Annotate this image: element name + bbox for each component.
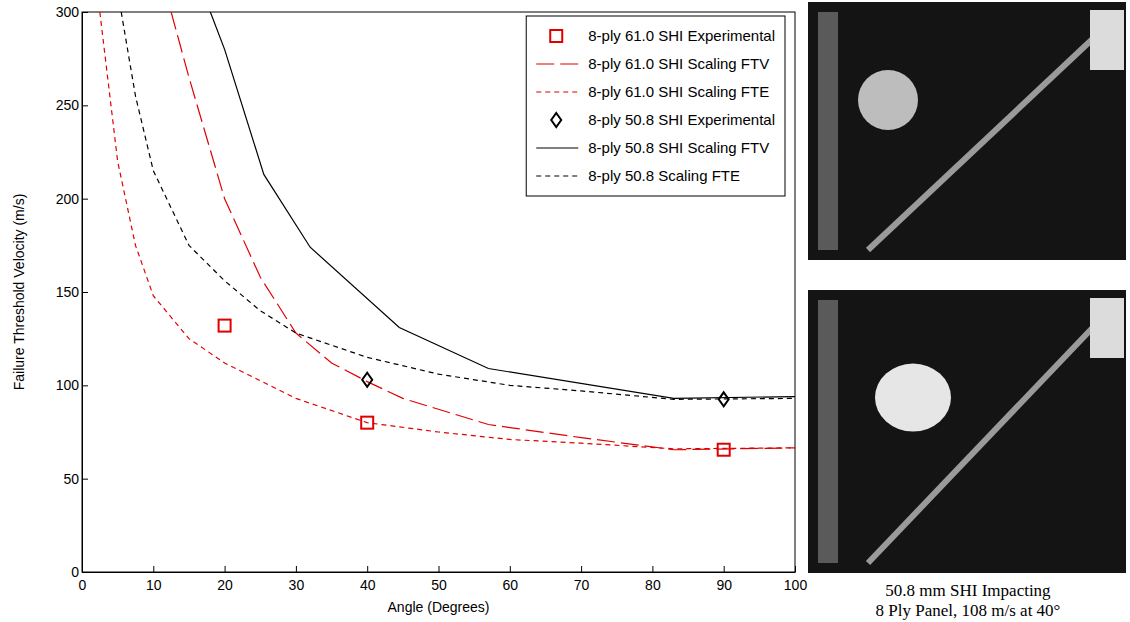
line	[100, 12, 795, 449]
marks	[100, 12, 795, 456]
tick-mark	[82, 105, 88, 106]
tick: 90	[716, 566, 732, 593]
photo	[808, 290, 1126, 573]
tick-label: 200	[56, 191, 80, 207]
photos	[808, 2, 1126, 573]
tick: 200	[56, 191, 88, 207]
legend-symbol	[550, 30, 562, 42]
tick-mark	[724, 566, 725, 572]
legend-symbol	[536, 175, 578, 176]
tick: 300	[56, 4, 88, 20]
y-axis-title: Failure Threshold Velocity (m/s)	[11, 194, 27, 391]
tick: 100	[56, 377, 88, 393]
tick-mark	[82, 292, 88, 293]
tick-label: 150	[56, 284, 80, 300]
tick-label: 50	[431, 577, 447, 593]
tick-mark	[82, 199, 88, 200]
legend-symbol	[536, 91, 578, 92]
tick-label: 80	[645, 577, 661, 593]
tick-label: 50	[63, 471, 79, 487]
tick: 10	[146, 566, 162, 593]
plot-frame	[82, 12, 795, 572]
legend-box	[526, 16, 785, 196]
tick: 20	[217, 566, 233, 593]
photo-detail	[818, 12, 838, 250]
line	[210, 12, 795, 398]
y-axis: 0 50 100 150 200 250 300	[56, 4, 88, 580]
photo-detail	[1090, 298, 1124, 358]
tick-label: 60	[503, 577, 519, 593]
tick-label: 250	[56, 97, 80, 113]
caption: 50.8 mm SHI Impacting	[885, 581, 1051, 600]
tick: 80	[645, 566, 661, 593]
tick: 60	[503, 566, 519, 593]
legend-label: 8-ply 50.8 SHI Experimental	[588, 111, 775, 128]
tick: 50	[63, 471, 88, 487]
tick: 250	[56, 97, 88, 113]
tick-label: 70	[574, 577, 590, 593]
x-axis: 0 10 20 30 40 50 60 70 80 90 100	[79, 566, 808, 593]
tick-label: 10	[146, 577, 162, 593]
tick-label: 40	[360, 577, 376, 593]
tick-label: 100	[784, 577, 808, 593]
tick: 50	[431, 566, 447, 593]
tick-mark	[439, 566, 440, 572]
legend-symbol	[551, 113, 561, 127]
tick-mark	[153, 566, 154, 572]
photo-detail	[818, 300, 838, 563]
line	[121, 12, 795, 399]
tick: 70	[574, 566, 590, 593]
legend-label: 8-ply 61.0 SHI Scaling FTV	[588, 55, 769, 72]
tick-mark	[652, 566, 653, 572]
tick-label: 30	[289, 577, 305, 593]
tick-mark	[82, 385, 88, 386]
legend-symbol	[536, 63, 578, 64]
marker	[718, 444, 730, 456]
photo-detail	[1090, 10, 1124, 70]
tick-mark	[225, 566, 226, 572]
legend-label: 8-ply 61.0 SHI Experimental	[588, 27, 775, 44]
tick-mark	[82, 12, 88, 13]
legend-symbol	[536, 147, 578, 148]
tick-mark	[82, 479, 88, 480]
legend-label: 8-ply 50.8 SHI Scaling FTV	[588, 139, 769, 156]
tick-label: 300	[56, 4, 80, 20]
tick-label: 90	[716, 577, 732, 593]
tick-mark	[581, 566, 582, 572]
photo-detail	[858, 70, 918, 130]
chart: 0 10 20 30 40 50 60 70 80 90 100 0 50 100 150 200 250 300…	[0, 0, 1130, 622]
tick-mark	[367, 566, 368, 572]
tick: 0	[71, 564, 88, 580]
photo-detail	[868, 320, 1100, 563]
tick-mark	[795, 566, 796, 572]
line	[171, 12, 795, 450]
tick: 40	[360, 566, 376, 593]
legend-label: 8-ply 61.0 SHI Scaling FTE	[588, 83, 769, 100]
tick-label: 20	[217, 577, 233, 593]
legend: 8-ply 61.0 SHI Experimental 8-ply 61.0 SH…	[526, 16, 785, 196]
x-axis-title: Angle (Degrees)	[388, 599, 490, 615]
photo-detail	[875, 364, 951, 432]
tick: 30	[289, 566, 305, 593]
tick-label: 100	[56, 377, 80, 393]
legend-label: 8-ply 50.8 Scaling FTE	[588, 167, 740, 184]
tick-mark	[296, 566, 297, 572]
tick-mark	[510, 566, 511, 572]
tick-mark	[82, 572, 88, 573]
tick-label: 0	[71, 564, 79, 580]
caption: 8 Ply Panel, 108 m/s at 40°	[876, 601, 1061, 620]
tick: 150	[56, 284, 88, 300]
tick: 100	[784, 566, 808, 593]
photo-detail	[868, 32, 1100, 250]
tick-label: 0	[79, 577, 87, 593]
photo	[808, 2, 1126, 260]
axis-line	[83, 572, 796, 573]
marker	[219, 320, 231, 332]
marker	[362, 373, 372, 387]
